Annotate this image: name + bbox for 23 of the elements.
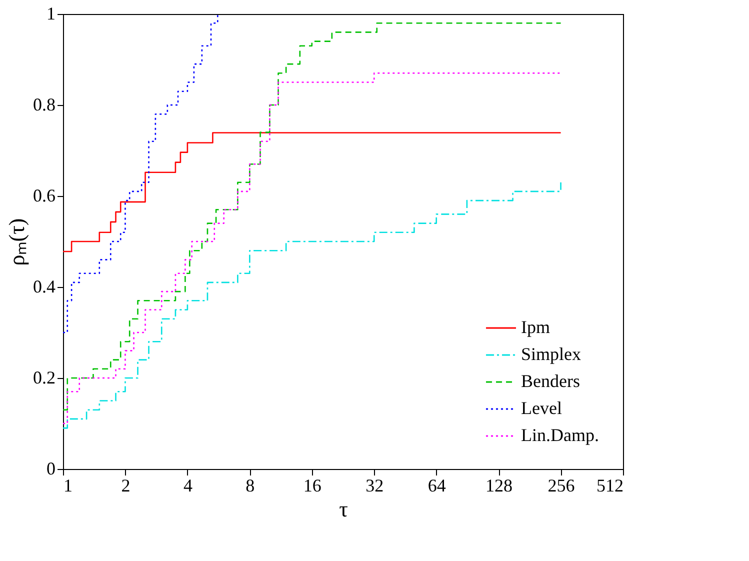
y-tick-label: 1 [46,4,56,24]
y-axis-title: ρₘ(τ) [4,218,29,266]
legend-label: Ipm [521,317,550,337]
x-tick-label: 256 [548,476,575,496]
x-tick-label: 128 [486,476,513,496]
legend-label: Level [521,398,562,418]
legend-label: Lin.Damp. [521,425,599,445]
x-tick-label: 16 [303,476,322,496]
y-tick-label: 0 [46,458,56,478]
x-tick-label: 4 [183,476,192,496]
x-axis-title: τ [339,496,348,522]
x-tick-label: 512 [596,476,624,496]
y-tick-label: 0.8 [33,94,56,114]
y-tick-label: 0.6 [33,186,56,206]
legend-label: Benders [521,371,580,391]
y-tick-label: 0.2 [33,368,56,388]
x-tick-label: 8 [246,476,255,496]
legend-label: Simplex [521,344,582,364]
x-tick-label: 64 [428,476,446,496]
x-tick-label: 1 [64,476,72,496]
y-tick-label: 0.4 [33,276,56,296]
x-tick-label: 2 [121,476,130,496]
x-tick-label: 32 [366,476,384,496]
